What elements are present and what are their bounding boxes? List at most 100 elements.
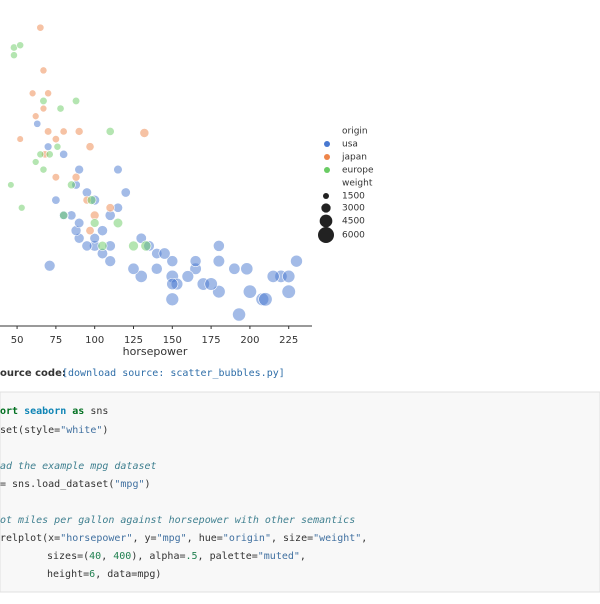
code-line: ad the example mpg dataset	[0, 461, 157, 472]
code-token: "white"	[60, 425, 102, 436]
x-tick-label: 75	[50, 335, 63, 346]
bubble	[97, 240, 108, 251]
code-token: ), alpha=	[131, 551, 185, 562]
bubble	[28, 89, 37, 98]
code-token: .5	[186, 551, 198, 562]
legend-label: 6000	[342, 231, 365, 241]
legend-marker	[324, 167, 330, 173]
code-token: sizes=(	[47, 551, 89, 562]
legend-title: weight	[342, 179, 373, 189]
x-tick-label: 175	[202, 335, 221, 346]
bubble	[166, 255, 179, 268]
bubble	[51, 173, 60, 182]
code-token: , size=	[271, 533, 313, 544]
bubble	[53, 142, 62, 151]
code-token: )	[102, 425, 108, 436]
bubble	[127, 262, 140, 275]
bubble	[43, 259, 56, 272]
code-token: "weight"	[313, 533, 361, 544]
bubble	[43, 142, 53, 151]
bubble	[213, 240, 225, 252]
bubble	[266, 269, 280, 283]
legend-marker	[324, 141, 330, 147]
code-token: as	[66, 406, 90, 417]
legend-title: origin	[342, 127, 368, 137]
bubble	[74, 127, 84, 136]
bubble	[33, 119, 42, 128]
source-link[interactable]: [download source: scatter_bubbles.py]	[62, 368, 285, 379]
bubble	[59, 127, 68, 136]
bubble	[290, 254, 303, 268]
bubble	[86, 195, 97, 205]
bubble	[31, 112, 40, 120]
legend-label: 4500	[342, 217, 365, 227]
code-token: 400	[113, 551, 131, 562]
bubble	[120, 187, 131, 198]
bubble	[51, 195, 61, 205]
bubble	[16, 135, 24, 143]
bubble	[45, 150, 54, 159]
bubble	[71, 96, 81, 106]
bubble	[97, 225, 108, 237]
legend-label: europe	[342, 166, 374, 176]
code-token: , hue=	[187, 533, 223, 544]
bubble	[89, 233, 100, 244]
legend-size-marker	[321, 203, 331, 213]
bubble	[56, 104, 65, 113]
code-line: ort seaborn as sns	[0, 406, 108, 417]
legend-label: usa	[342, 140, 358, 150]
bubble	[228, 262, 241, 275]
bubble	[39, 165, 48, 174]
bubble	[242, 284, 257, 299]
code-token: ,	[101, 551, 113, 562]
bubble	[166, 278, 179, 291]
code-token: , data=mpg)	[95, 569, 161, 580]
legend-size-marker	[323, 193, 329, 199]
bubble	[165, 292, 180, 307]
code-token: ot miles per gallon against horsepower w…	[0, 515, 355, 526]
bubble	[67, 180, 76, 190]
bubble	[36, 23, 45, 32]
bubble	[10, 51, 18, 60]
bubble	[140, 240, 152, 252]
code-line: set(style="white")	[0, 425, 108, 436]
code-token: height=	[47, 569, 89, 580]
bubble	[189, 255, 202, 268]
bubble	[39, 104, 48, 113]
bubble	[232, 307, 246, 322]
bubble	[258, 292, 273, 307]
code-token: sns	[90, 406, 108, 417]
code-token: ,	[300, 551, 306, 562]
code-token: seaborn	[24, 406, 66, 417]
bubble	[85, 226, 95, 236]
code-token: ort	[0, 406, 24, 417]
x-tick-label: 225	[279, 335, 298, 346]
code-token: "mpg"	[157, 533, 187, 544]
bubble	[139, 128, 150, 138]
code-token: set(style=	[0, 425, 60, 436]
bubble	[85, 142, 95, 152]
bubble	[105, 203, 115, 213]
bubble	[59, 210, 69, 220]
legend-size-marker	[319, 214, 333, 228]
bubble	[7, 181, 15, 189]
code-line: height=6, data=mpg)	[47, 569, 161, 580]
x-tick-label: 150	[163, 335, 182, 346]
code-token: = sns.load_dataset(	[0, 479, 114, 490]
bubble	[39, 66, 48, 75]
code-line: sizes=(40, 400), alpha=.5, palette="mute…	[47, 551, 306, 562]
code-token: 40	[89, 551, 101, 562]
x-axis-label: horsepower	[123, 345, 188, 358]
x-tick-label: 100	[85, 335, 104, 346]
bubble	[44, 89, 52, 98]
code-token: , y=	[132, 533, 156, 544]
bubble	[113, 164, 123, 175]
bubble	[81, 240, 93, 252]
bubble	[74, 217, 85, 229]
code-token: , palette=	[198, 551, 258, 562]
code-token: "origin"	[223, 533, 271, 544]
bubble	[59, 149, 69, 159]
bubble	[281, 284, 296, 299]
code-line: = sns.load_dataset("mpg")	[0, 479, 151, 490]
